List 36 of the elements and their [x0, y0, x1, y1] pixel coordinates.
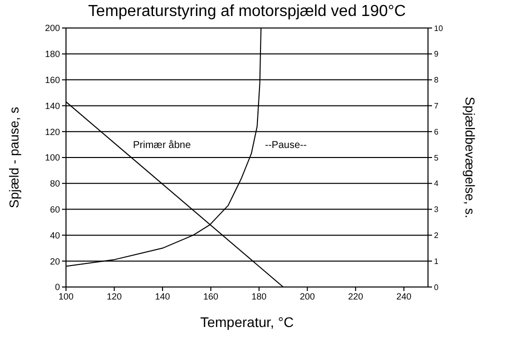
- y-tick-label: 80: [50, 178, 60, 189]
- y2-tick-label: 0: [434, 282, 439, 292]
- y2-tick-label: 3: [434, 205, 439, 214]
- x-axis-title: Temperatur, °C: [200, 314, 294, 330]
- y2-axis-title: Spjældbevægelse, s.: [462, 96, 478, 218]
- x-tick-label: 100: [58, 291, 74, 302]
- y2-tick-label: 10: [434, 24, 444, 33]
- y2-tick-label: 8: [434, 76, 439, 85]
- x-tick-label: 200: [300, 291, 315, 302]
- annotation: --Pause--: [265, 140, 307, 151]
- x-tick-label: 140: [155, 291, 170, 302]
- y-tick-label: 120: [44, 126, 60, 137]
- x-tick-label: 180: [252, 291, 267, 302]
- y-tick-label: 60: [50, 204, 60, 214]
- y-tick-label: 100: [44, 152, 60, 163]
- x-tick-label: 120: [106, 291, 122, 302]
- x-tick-label: 240: [396, 291, 412, 302]
- y2-tick-label: 5: [434, 153, 439, 162]
- y2-tick-label: 7: [434, 102, 439, 111]
- y-tick-label: 20: [50, 256, 60, 266]
- y-tick-label: 0: [54, 282, 60, 292]
- y-tick-label: 140: [44, 100, 60, 111]
- y-tick-label: 160: [44, 74, 60, 85]
- y-tick-label: 200: [44, 23, 60, 34]
- x-tick-label: 160: [203, 291, 218, 302]
- y2-tick-label: 2: [434, 231, 439, 240]
- x-tick-label: 220: [348, 291, 364, 302]
- y-axis-title: Spjæld - pause, s: [6, 106, 22, 208]
- chart-title: Temperaturstyring af motorspjæld ved 190°C: [87, 3, 407, 21]
- y2-tick-label: 4: [434, 179, 439, 188]
- y2-tick-label: 9: [434, 50, 439, 59]
- y2-tick-label: 1: [434, 256, 439, 266]
- y-tick-label: 40: [50, 230, 60, 240]
- annotation: Primær åbne: [133, 140, 191, 151]
- y-tick-label: 180: [44, 49, 60, 60]
- y2-tick-label: 6: [434, 127, 439, 136]
